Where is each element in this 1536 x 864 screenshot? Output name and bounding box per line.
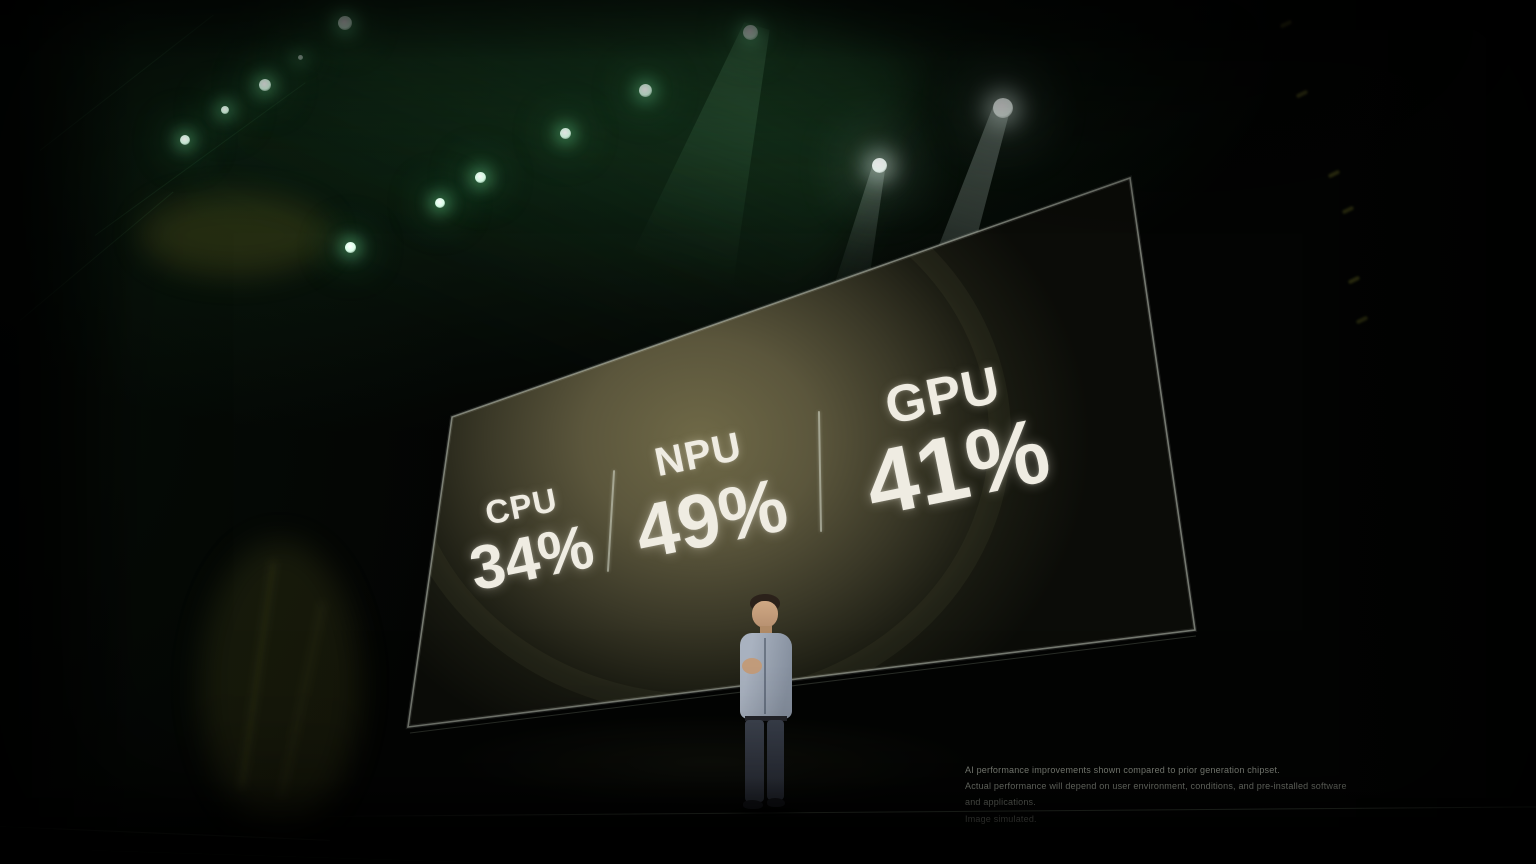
disclaimer-text: AI performance improvements shown compar… <box>965 762 1357 827</box>
presenter-face <box>752 601 778 628</box>
presenter-shirt-placket <box>764 638 766 714</box>
floor-reflection <box>450 715 970 810</box>
presenter-shoe <box>767 798 785 807</box>
presenter-shoe <box>743 800 763 809</box>
disclaimer-line-1: AI performance improvements shown compar… <box>965 765 1280 775</box>
presenter-leg <box>767 720 784 800</box>
presenter <box>721 594 811 818</box>
disclaimer-line-2: Actual performance will depend on user e… <box>965 781 1347 808</box>
presenter-shadow <box>721 806 811 817</box>
presenter-shirt <box>740 633 792 719</box>
disclaimer-line-3: Image simulated. <box>965 813 1037 824</box>
presenter-leg <box>745 720 764 802</box>
presenter-hands <box>742 658 762 674</box>
